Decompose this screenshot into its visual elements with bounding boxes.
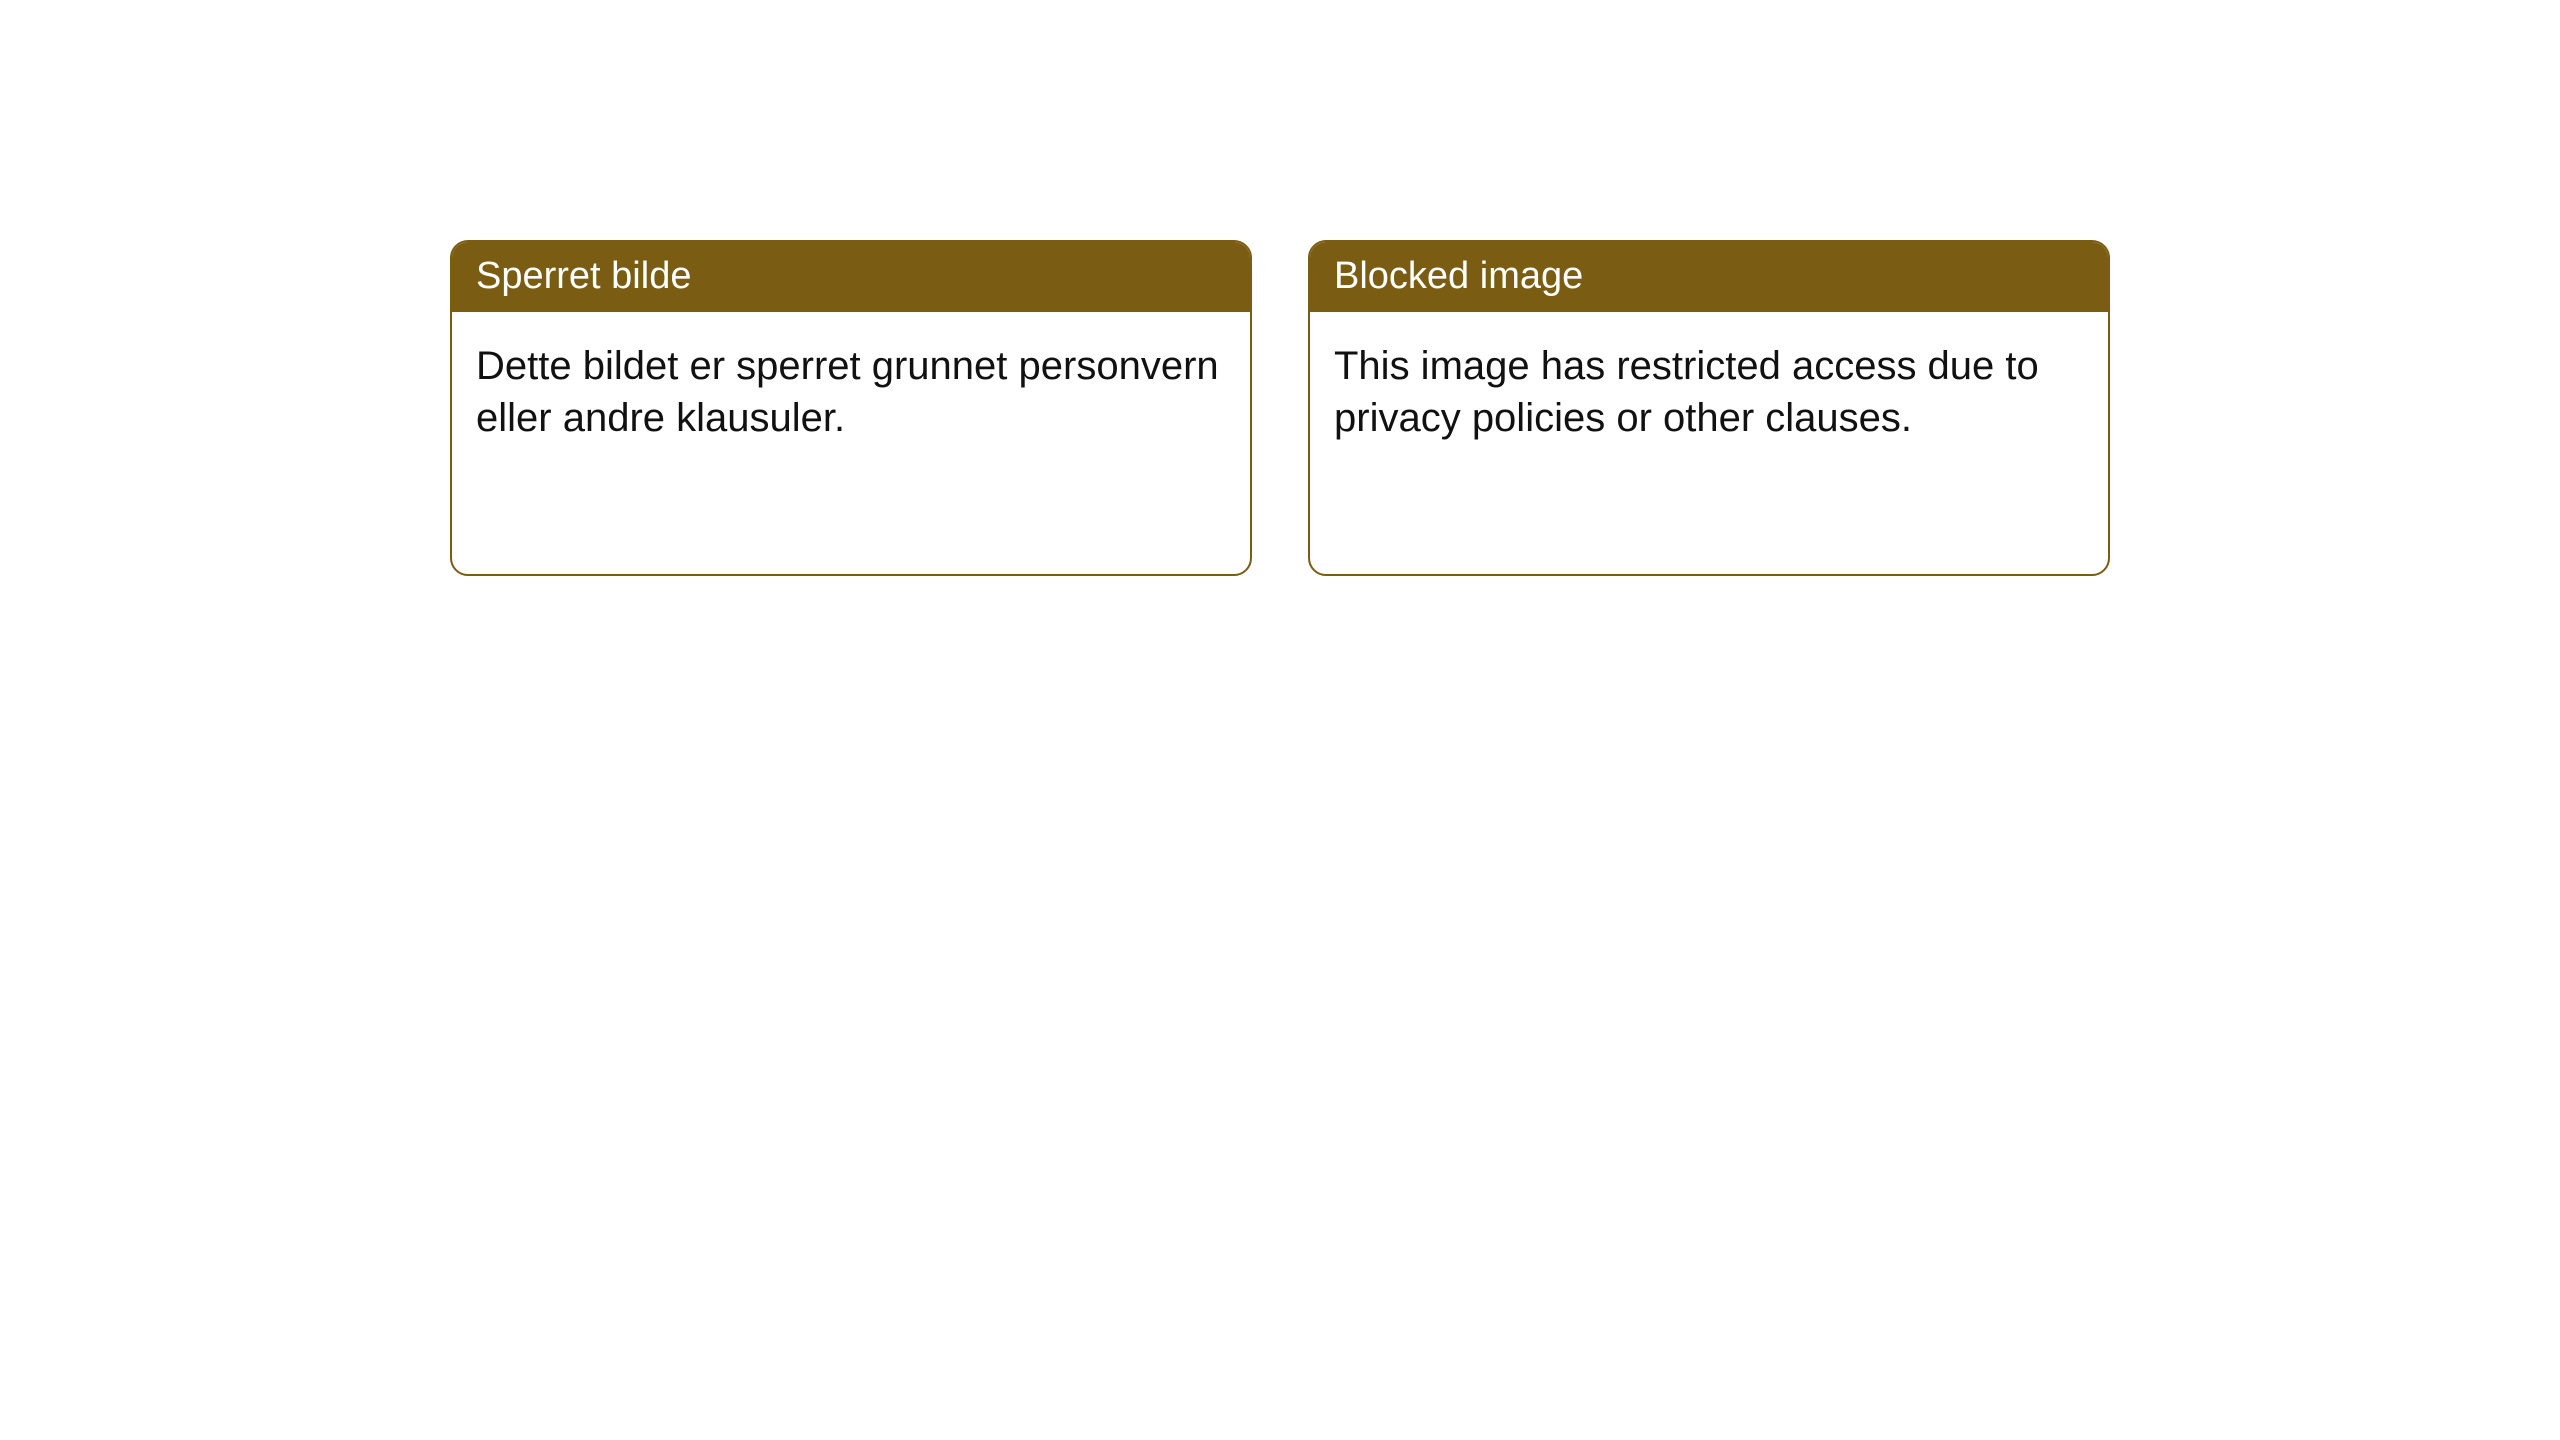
notice-header-english: Blocked image — [1310, 242, 2108, 312]
notice-card-norwegian: Sperret bilde Dette bildet er sperret gr… — [450, 240, 1252, 576]
notice-card-english: Blocked image This image has restricted … — [1308, 240, 2110, 576]
notice-body-norwegian: Dette bildet er sperret grunnet personve… — [452, 312, 1250, 472]
notice-body-english: This image has restricted access due to … — [1310, 312, 2108, 472]
notice-container: Sperret bilde Dette bildet er sperret gr… — [450, 240, 2110, 576]
notice-header-norwegian: Sperret bilde — [452, 242, 1250, 312]
